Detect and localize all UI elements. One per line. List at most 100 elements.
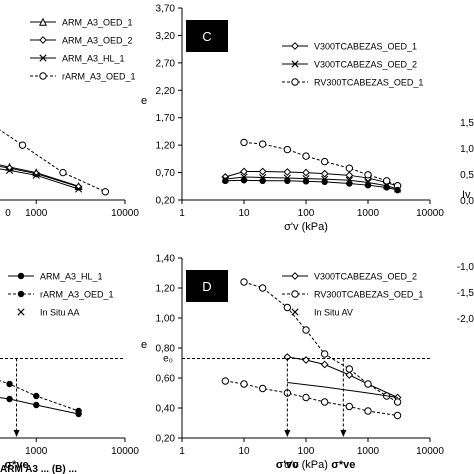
x-tick-label: 1000 [357, 208, 380, 219]
panel-label: D [202, 279, 211, 294]
series-line [0, 164, 79, 187]
data-point [302, 356, 310, 364]
data-point [240, 167, 248, 176]
data-point [345, 164, 354, 172]
x-tick-label: 1 [179, 208, 185, 219]
plot-area [221, 278, 402, 420]
legend-marker [17, 290, 25, 298]
sigma-annotation: σ*ve [331, 459, 355, 471]
legend-marker [291, 272, 299, 280]
data-point [345, 365, 354, 373]
data-point [283, 168, 292, 176]
data-point [6, 380, 13, 388]
panel-bottom-middle: 1 10 100 1000 10000 1,40 1,20 1,00 0,80 0,60 0,40 0… [141, 254, 444, 472]
data-point [240, 380, 248, 388]
series-line [243, 281, 398, 403]
data-point [240, 278, 248, 286]
sigma-annotation: σ*ve [5, 459, 29, 471]
figure-caption: ARM A3 ... (B) ... [0, 464, 77, 474]
panel-top-left: 0 1000 10000ARM_A3_OED_1ARM_A3_OED_2ARM_A3… [0, 18, 139, 219]
legend-marker [291, 308, 299, 316]
x-tick-label: 1000 [25, 446, 48, 457]
data-point [302, 178, 310, 185]
plot-area [0, 380, 82, 418]
y-tick-label: 0,70 [156, 168, 176, 179]
legend: ARM_A3_OED_1 ARM_A3_OED_2 ARM_A3_HL_1 rARM_… [30, 18, 136, 82]
plot-area [221, 138, 402, 194]
data-point [5, 166, 14, 174]
data-point [320, 360, 329, 369]
series-line [287, 382, 398, 398]
legend-marker [291, 42, 299, 50]
series-line [225, 176, 398, 190]
legend-label: rARM_A3_OED_1 [62, 72, 136, 82]
legend-label: V300TCABEZAS_OED_1 [314, 42, 417, 52]
legend-label: In Situ AV [314, 308, 353, 318]
data-point [258, 140, 267, 148]
y-tick-label: 1,70 [156, 113, 176, 124]
series-line [0, 165, 79, 188]
legend-marker [38, 17, 48, 26]
legend-label: ARM_A3_HL_1 [62, 54, 125, 64]
data-point [240, 138, 248, 147]
legend-marker [39, 54, 47, 62]
x-tick-label: 1 [179, 446, 185, 457]
data-point [74, 182, 83, 191]
y-tick-label: 1,20 [156, 141, 176, 152]
data-point [393, 411, 402, 420]
legend-label: V300TCABEZAS_OED_2 [314, 272, 417, 282]
legend-label: In Situ AA [40, 308, 80, 318]
data-point [320, 398, 329, 406]
y-tick-label: 1,0 [460, 144, 474, 155]
y-tick-label: 2,70 [156, 58, 176, 69]
series-line [225, 170, 398, 187]
data-point [33, 392, 40, 400]
data-point [321, 178, 328, 186]
legend-label: ARM_A3_OED_1 [62, 18, 133, 28]
plot-area [0, 129, 110, 196]
data-point [283, 145, 292, 154]
data-point [259, 177, 266, 184]
e0-label: e₀ [163, 354, 173, 365]
y-tick-label: 1,00 [156, 314, 176, 325]
sigma-annotation: σ'vo [276, 459, 299, 471]
data-point [345, 171, 354, 180]
data-point [302, 326, 310, 334]
y-tick-label: 3,70 [156, 4, 176, 15]
panel-top-middle: 1 10 100 1000 10000 3,70 3,20 2,70 2,20 1,70 1,20 0… [141, 4, 444, 234]
x-tick-label: 10 [238, 446, 250, 457]
legend-marker [17, 308, 25, 316]
legend-marker [291, 78, 299, 86]
data-point [346, 180, 353, 187]
axes: 1 10 100 1000 10000 1,40 1,20 1,00 0,80 0,60 0,40 0… [141, 254, 444, 472]
x-tick-label: 10000 [416, 208, 444, 219]
legend-label: RV300TCABEZAS_OED_1 [314, 290, 423, 300]
axes: 0 1000 10000 [0, 199, 139, 219]
legend: V300TCABEZAS_OED_2 RV300TCABEZAS_OED_1 In … [282, 272, 423, 318]
data-point [302, 393, 310, 402]
legend-label: RV300TCABEZAS_OED_1 [314, 78, 423, 88]
x-tick-label: 0 [5, 208, 11, 219]
data-point [75, 185, 83, 193]
y-tick-label: -1,0 [457, 262, 474, 273]
data-point [320, 157, 329, 166]
y-tick-label: -2,0 [457, 314, 474, 325]
x-tick-label: 1000 [357, 446, 380, 457]
x-tick-label: 10000 [416, 446, 444, 457]
legend-marker [291, 60, 299, 68]
y-tick-label: 0,20 [156, 196, 176, 207]
legend-label: ARM_A3_OED_2 [62, 36, 133, 46]
data-point [320, 169, 329, 178]
data-point [258, 384, 267, 393]
y-axis-title: Iv [462, 189, 471, 201]
data-point [33, 401, 40, 409]
data-point [364, 181, 372, 189]
series-line [243, 141, 398, 187]
legend-label: ARM_A3_HL_1 [40, 272, 103, 282]
data-point [302, 152, 310, 160]
y-tick-label: 0,40 [156, 404, 176, 415]
data-point [320, 350, 329, 358]
legend-label: rARM_A3_OED_1 [40, 290, 114, 300]
